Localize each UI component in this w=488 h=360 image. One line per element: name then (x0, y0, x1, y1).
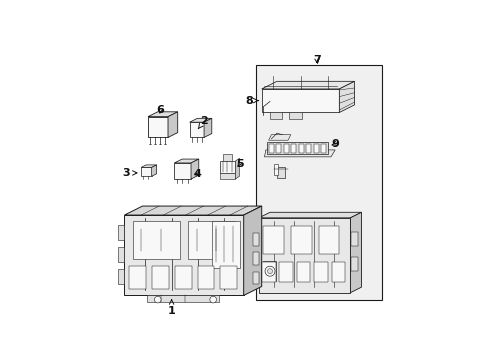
Polygon shape (148, 117, 168, 138)
Text: 3: 3 (122, 168, 137, 178)
Polygon shape (259, 218, 350, 293)
Polygon shape (141, 167, 151, 176)
Bar (197, 266, 214, 288)
Bar (133, 221, 180, 260)
Polygon shape (174, 163, 191, 179)
Polygon shape (168, 112, 177, 138)
Polygon shape (261, 81, 354, 89)
Bar (289, 112, 301, 120)
Polygon shape (268, 135, 290, 140)
Bar (276, 144, 281, 153)
Bar (211, 221, 239, 268)
Bar (152, 266, 168, 288)
Circle shape (264, 266, 274, 276)
Bar (252, 272, 259, 284)
Bar (175, 266, 191, 288)
Bar (255, 66, 381, 300)
Polygon shape (274, 164, 278, 175)
Bar (290, 226, 311, 254)
Circle shape (154, 296, 161, 303)
Polygon shape (243, 206, 261, 296)
Polygon shape (261, 89, 339, 112)
Bar (118, 269, 124, 284)
Bar (320, 144, 325, 153)
Polygon shape (264, 150, 334, 157)
Bar (298, 144, 303, 153)
Polygon shape (191, 159, 198, 179)
Bar (267, 141, 327, 154)
Bar (146, 294, 218, 302)
Bar (220, 266, 237, 288)
Text: 5: 5 (235, 159, 243, 169)
Bar (268, 144, 273, 153)
Polygon shape (189, 122, 203, 138)
Text: 7: 7 (313, 55, 320, 65)
Bar (220, 161, 235, 174)
Text: 2: 2 (198, 116, 208, 129)
Polygon shape (141, 165, 156, 167)
Text: 8: 8 (244, 96, 258, 105)
Circle shape (267, 269, 272, 274)
Polygon shape (276, 167, 285, 177)
Polygon shape (339, 81, 354, 112)
Bar (331, 262, 345, 282)
Bar (261, 262, 275, 282)
Bar (188, 221, 235, 260)
Bar (313, 144, 318, 153)
Bar (118, 225, 124, 240)
Bar (118, 247, 124, 262)
Polygon shape (235, 158, 239, 179)
Polygon shape (189, 118, 211, 122)
Bar (296, 262, 310, 282)
Bar (318, 226, 339, 254)
Bar (220, 173, 235, 179)
Bar (279, 262, 292, 282)
Polygon shape (259, 212, 361, 218)
Polygon shape (151, 165, 156, 176)
Bar (263, 226, 284, 254)
Polygon shape (124, 215, 243, 296)
Bar (269, 112, 282, 120)
Bar (283, 144, 288, 153)
Text: 9: 9 (330, 139, 338, 149)
Text: 1: 1 (167, 300, 175, 316)
Circle shape (209, 296, 216, 303)
Bar (252, 252, 259, 265)
Text: 4: 4 (193, 169, 201, 179)
Polygon shape (174, 159, 198, 163)
Bar (223, 154, 232, 161)
Bar (290, 144, 296, 153)
Bar (313, 262, 327, 282)
Text: 6: 6 (156, 105, 164, 115)
Polygon shape (124, 206, 261, 215)
Polygon shape (203, 118, 211, 138)
Bar (305, 144, 311, 153)
Bar (129, 266, 146, 288)
Polygon shape (148, 112, 177, 117)
Bar (350, 257, 357, 270)
Polygon shape (350, 212, 361, 293)
Bar (252, 233, 259, 246)
Polygon shape (263, 261, 275, 281)
Bar (350, 232, 357, 246)
